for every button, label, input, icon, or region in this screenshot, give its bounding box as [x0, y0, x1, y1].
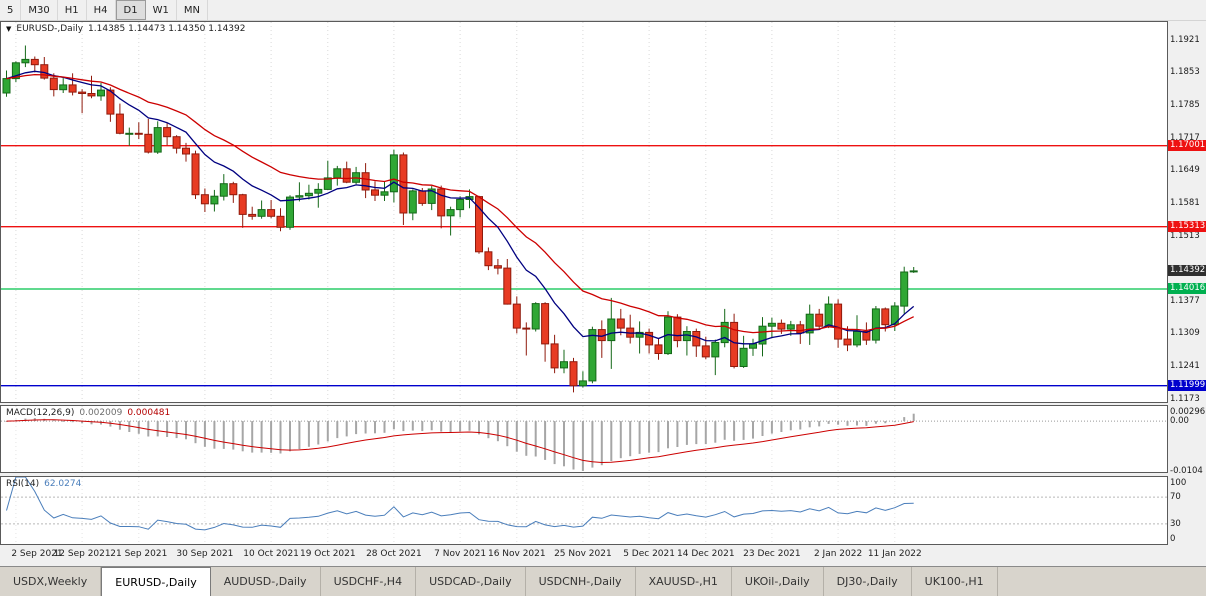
- rsi-axis-tick: 100: [1170, 478, 1187, 488]
- chart-tab-usdchf-h4[interactable]: USDCHF-,H4: [321, 567, 417, 596]
- price-level-box: 1.17001: [1168, 139, 1206, 151]
- price-axis-tick: 1.1853: [1170, 67, 1200, 78]
- candles-layer: [2, 45, 918, 393]
- rsi-grid: [1, 477, 1167, 544]
- date-axis-label: 2 Jan 2022: [813, 549, 863, 559]
- date-axis-label: 2 Sep 2021: [11, 549, 63, 559]
- macd-main-value: 0.002009: [79, 408, 123, 418]
- date-axis-label: 16 Nov 2021: [487, 549, 546, 559]
- rsi-panel: RSI(14) 62.0274: [0, 476, 1168, 545]
- candlestick-chart[interactable]: [1, 22, 1167, 402]
- chart-tab-xauusd-h1[interactable]: XAUUSD-,H1: [636, 567, 732, 596]
- price-level-box: 1.15313: [1168, 220, 1206, 232]
- price-axis-tick: 1.1173: [1170, 393, 1200, 404]
- rsi-title: RSI(14) 62.0274: [6, 479, 81, 489]
- date-axis-label: 28 Oct 2021: [366, 549, 422, 559]
- timeframe-button-5[interactable]: 5: [0, 0, 22, 20]
- price-axis[interactable]: 1.1921 1.1853 1.1785 1.1717 1.1649 1.1581 1.15…: [1168, 21, 1206, 566]
- date-axis-label: 7 Nov 2021: [434, 549, 487, 559]
- chart-workspace: ▼ EURUSD-,Daily 1.14385 1.14473 1.14350 …: [0, 21, 1206, 566]
- rsi-indicator-chart[interactable]: [1, 477, 1167, 544]
- chart-tab-usdx-weekly[interactable]: USDX,Weekly: [0, 567, 102, 596]
- date-axis-label: 5 Dec 2021: [623, 549, 675, 559]
- price-axis-tick: 1.1241: [1170, 361, 1200, 371]
- macd-axis-tick: 0.00296: [1170, 407, 1206, 417]
- macd-indicator-chart[interactable]: [1, 406, 1167, 472]
- main-chart-panel: ▼ EURUSD-,Daily 1.14385 1.14473 1.14350 …: [0, 21, 1168, 403]
- chart-ohlc-values: 1.14385 1.14473 1.14350 1.14392: [88, 24, 246, 34]
- price-axis-tick: 1.1581: [1170, 197, 1200, 208]
- macd-grid: [1, 406, 1167, 472]
- macd-axis-tick: 0.00: [1170, 416, 1189, 427]
- price-axis-tick: 1.1377: [1170, 295, 1200, 306]
- charts-column: ▼ EURUSD-,Daily 1.14385 1.14473 1.14350 …: [0, 21, 1168, 566]
- chart-tab-eurusd-daily[interactable]: EURUSD-,Daily: [101, 567, 211, 596]
- price-axis-tick: 1.1717: [1170, 132, 1200, 143]
- macd-signal-value: 0.000481: [127, 408, 171, 418]
- chart-tabs-bar: USDX,Weekly EURUSD-,Daily AUDUSD-,Daily USD…: [0, 566, 1206, 596]
- date-axis-label: 23 Dec 2021: [743, 549, 801, 559]
- rsi-axis-tick: 0: [1170, 534, 1176, 544]
- price-axis-tick: 1.1649: [1170, 165, 1200, 176]
- horizontal-level-lines[interactable]: [1, 145, 1167, 387]
- timeframe-button-d1[interactable]: D1: [115, 0, 146, 20]
- chart-tab-dj30-daily[interactable]: DJ30-,Daily: [824, 567, 912, 596]
- price-axis-tick: 1.1921: [1170, 34, 1200, 45]
- rsi-axis-tick: 70: [1170, 492, 1181, 503]
- price-axis-tick: 1.1513: [1170, 230, 1200, 241]
- chart-symbol-label: EURUSD-,Daily: [16, 24, 84, 34]
- date-axis-label: 25 Nov 2021: [554, 549, 612, 559]
- rsi-value: 62.0274: [44, 479, 82, 489]
- price-axis-tick: 1.1309: [1170, 328, 1200, 339]
- time-axis[interactable]: 2 Sep 2021 12 Sep 2021 21 Sep 2021 30 Sep 2…: [0, 545, 1168, 566]
- macd-label: MACD(12,26,9): [6, 408, 75, 418]
- symbol-marker-icon: ▼: [6, 25, 12, 33]
- date-axis-label: 14 Dec 2021: [677, 549, 735, 559]
- price-level-box: 1.14392: [1168, 264, 1206, 276]
- rsi-line: [6, 477, 914, 531]
- macd-panel: MACD(12,26,9) 0.002009 0.000481: [0, 405, 1168, 473]
- timeframe-button-h4[interactable]: H4: [87, 0, 116, 20]
- date-axis-label: 19 Oct 2021: [299, 549, 356, 559]
- chart-tab-ukoil-daily[interactable]: UKOil-,Daily: [732, 567, 824, 596]
- rsi-label: RSI(14): [6, 479, 40, 489]
- chart-tab-usdcad-daily[interactable]: USDCAD-,Daily: [416, 567, 526, 596]
- price-axis-tick: 1.1785: [1170, 100, 1200, 110]
- date-axis-label: 30 Sep 2021: [176, 549, 234, 559]
- timeframe-button-mn[interactable]: MN: [177, 0, 208, 20]
- date-axis-label: 11 Jan 2022: [867, 549, 922, 559]
- chart-tab-uk100-h1[interactable]: UK100-,H1: [912, 567, 998, 596]
- timeframe-button-w1[interactable]: W1: [146, 0, 177, 20]
- date-axis-label: 10 Oct 2021: [243, 549, 299, 559]
- timeframe-button-h1[interactable]: H1: [58, 0, 87, 20]
- chart-tab-audusd-daily[interactable]: AUDUSD-,Daily: [211, 567, 321, 596]
- rsi-axis-tick: 30: [1170, 518, 1181, 529]
- price-level-box: 1.14016: [1168, 283, 1206, 294]
- ma-slow-line: [6, 73, 914, 334]
- chart-title: ▼ EURUSD-,Daily 1.14385 1.14473 1.14350 …: [6, 24, 245, 34]
- timeframe-toolbar: 5 M30 H1 H4 D1 W1 MN: [0, 0, 1206, 21]
- macd-signal-line: [6, 419, 914, 464]
- chart-tab-usdcnh-daily[interactable]: USDCNH-,Daily: [526, 567, 636, 596]
- macd-axis-tick: -0.0104: [1170, 465, 1203, 476]
- macd-title: MACD(12,26,9) 0.002009 0.000481: [6, 408, 170, 418]
- ma-fast-line: [6, 70, 915, 345]
- timeframe-button-m30[interactable]: M30: [21, 0, 58, 20]
- date-axis-label: 21 Sep 2021: [110, 549, 168, 559]
- price-level-box: 1.11999: [1168, 379, 1206, 391]
- date-axis-label: 12 Sep 2021: [53, 549, 111, 559]
